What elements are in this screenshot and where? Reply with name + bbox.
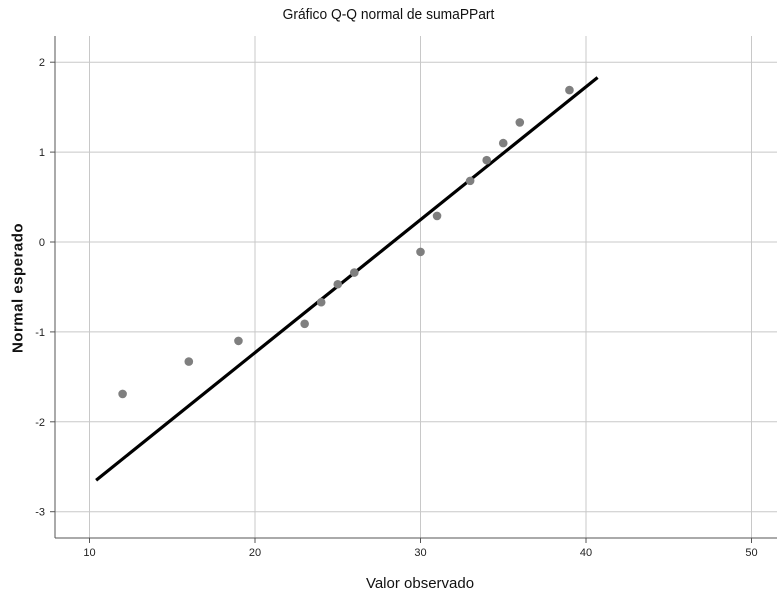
data-point <box>118 389 127 399</box>
reference-line <box>95 76 599 482</box>
grid-lines <box>55 36 777 538</box>
y-axis-title: Normal esperado <box>9 222 27 354</box>
y-tick-label: 0 <box>39 237 45 249</box>
x-tick-label: 10 <box>83 547 95 559</box>
x-tick-label: 30 <box>414 547 426 559</box>
data-point <box>498 138 508 148</box>
data-point <box>515 118 525 127</box>
y-tick-label: -3 <box>35 507 45 519</box>
y-tick-label: -2 <box>35 417 45 429</box>
data-point <box>234 336 243 346</box>
data-point <box>565 85 574 95</box>
data-point <box>465 176 475 186</box>
data-point <box>482 155 492 165</box>
x-tick-label: 20 <box>249 547 261 559</box>
x-tick-label: 50 <box>745 547 757 559</box>
data-point <box>432 211 442 221</box>
data-point <box>300 319 309 329</box>
chart-title: Gráfico Q-Q normal de sumaPPart <box>282 6 495 23</box>
axes <box>50 36 777 543</box>
y-tick-label: 2 <box>39 57 45 69</box>
data-point <box>350 268 359 277</box>
data-point <box>316 297 326 307</box>
y-tick-label: 1 <box>39 147 45 159</box>
x-tick-label: 40 <box>580 547 592 559</box>
x-axis-title: Valor observado <box>365 575 475 592</box>
data-point <box>333 279 343 289</box>
y-tick-label: -1 <box>35 327 45 339</box>
data-point <box>184 357 194 366</box>
data-points <box>118 85 574 399</box>
data-point <box>416 247 425 257</box>
tick-labels: 10 20 30 40 50 -3 -2 -1 0 1 2 <box>35 57 757 559</box>
reference-line-group <box>95 76 599 482</box>
